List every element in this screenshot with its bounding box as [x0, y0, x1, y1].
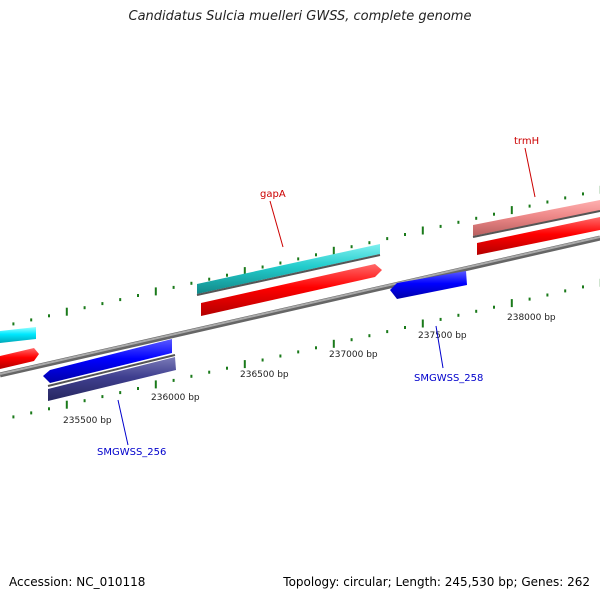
backbone-highlight [0, 236, 600, 375]
separator-trmH [472, 210, 600, 238]
feature-red-left[interactable] [0, 348, 39, 369]
tick-label-238000: 238000 bp [507, 313, 556, 323]
tick-label-236000: 236000 bp [151, 393, 200, 403]
gene-labels: gapA trmH SMGWSS_256 SMGWSS_258 [97, 136, 539, 458]
cds-SMGWSS-256[interactable] [43, 339, 172, 383]
tick-labels: 235500 bp 236000 bp 236500 bp 237000 bp … [63, 313, 556, 426]
leader-trmH [524, 147, 536, 198]
tick-label-236500: 236500 bp [240, 370, 289, 380]
genome-summary-text: Topology: circular; Length: 245,530 bp; … [283, 575, 590, 589]
separator-256 [47, 354, 176, 387]
gene-gapA[interactable] [197, 244, 380, 294]
cds-SMGWSS-258[interactable] [390, 271, 467, 299]
leader-SMGWSS-256 [117, 399, 129, 446]
scale-ticks [12, 185, 600, 419]
label-SMGWSS-256[interactable]: SMGWSS_256 [97, 447, 166, 458]
separator-gapA [196, 254, 381, 296]
tick-label-237500: 237500 bp [418, 331, 467, 341]
tick-label-237000: 237000 bp [329, 350, 378, 360]
label-SMGWSS-258[interactable]: SMGWSS_258 [414, 373, 483, 384]
leader-SMGWSS-258 [435, 325, 444, 369]
feature-cyan-left[interactable] [0, 327, 36, 343]
map-title: Candidatus Sulcia muelleri GWSS, complet… [128, 9, 472, 24]
features [0, 200, 600, 401]
leader-gapA [269, 200, 284, 248]
cds-trmH[interactable] [477, 217, 600, 255]
gene-SMGWSS-256[interactable] [48, 357, 176, 401]
accession-text: Accession: NC_010118 [9, 575, 146, 589]
gene-trmH[interactable] [473, 200, 600, 236]
label-gapA[interactable]: gapA [260, 189, 286, 200]
label-trmH[interactable]: trmH [514, 136, 539, 147]
tick-label-235500: 235500 bp [63, 416, 112, 426]
cds-gapA[interactable] [201, 264, 382, 316]
